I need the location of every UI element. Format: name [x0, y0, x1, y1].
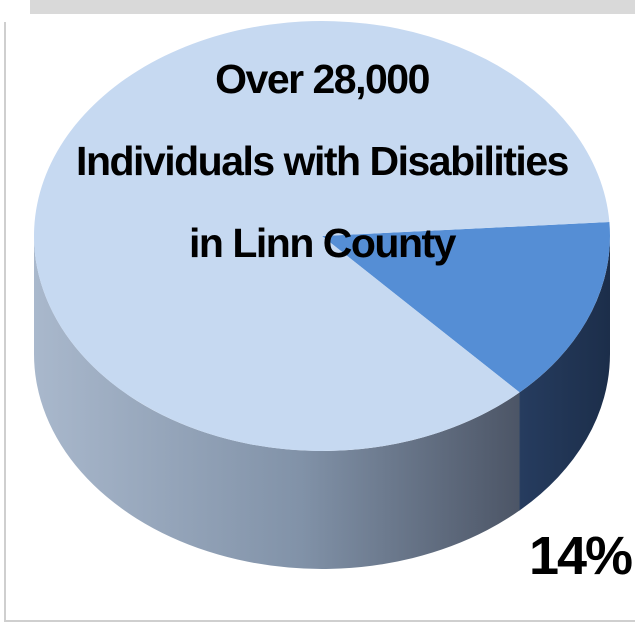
- pie-side-large: [34, 236, 520, 570]
- pie-slice-large: [34, 21, 610, 452]
- chart-title-line-1: Over 28,000: [215, 56, 429, 102]
- left-border: [4, 22, 6, 622]
- pie-top: [34, 21, 610, 452]
- slice-label-14-percent: 14%: [529, 526, 632, 586]
- chart-title-line-3: in Linn County: [189, 220, 457, 266]
- top-border: [30, 0, 635, 14]
- chart-title: Over 28,000 Individuals with Disabilitie…: [76, 56, 570, 266]
- bottom-border: [4, 620, 635, 622]
- chart-title-line-2: Individuals with Disabilities: [76, 138, 569, 184]
- pie-slice-small: [322, 222, 610, 393]
- pie-side-small: [519, 236, 610, 511]
- pie-sides: [34, 236, 610, 570]
